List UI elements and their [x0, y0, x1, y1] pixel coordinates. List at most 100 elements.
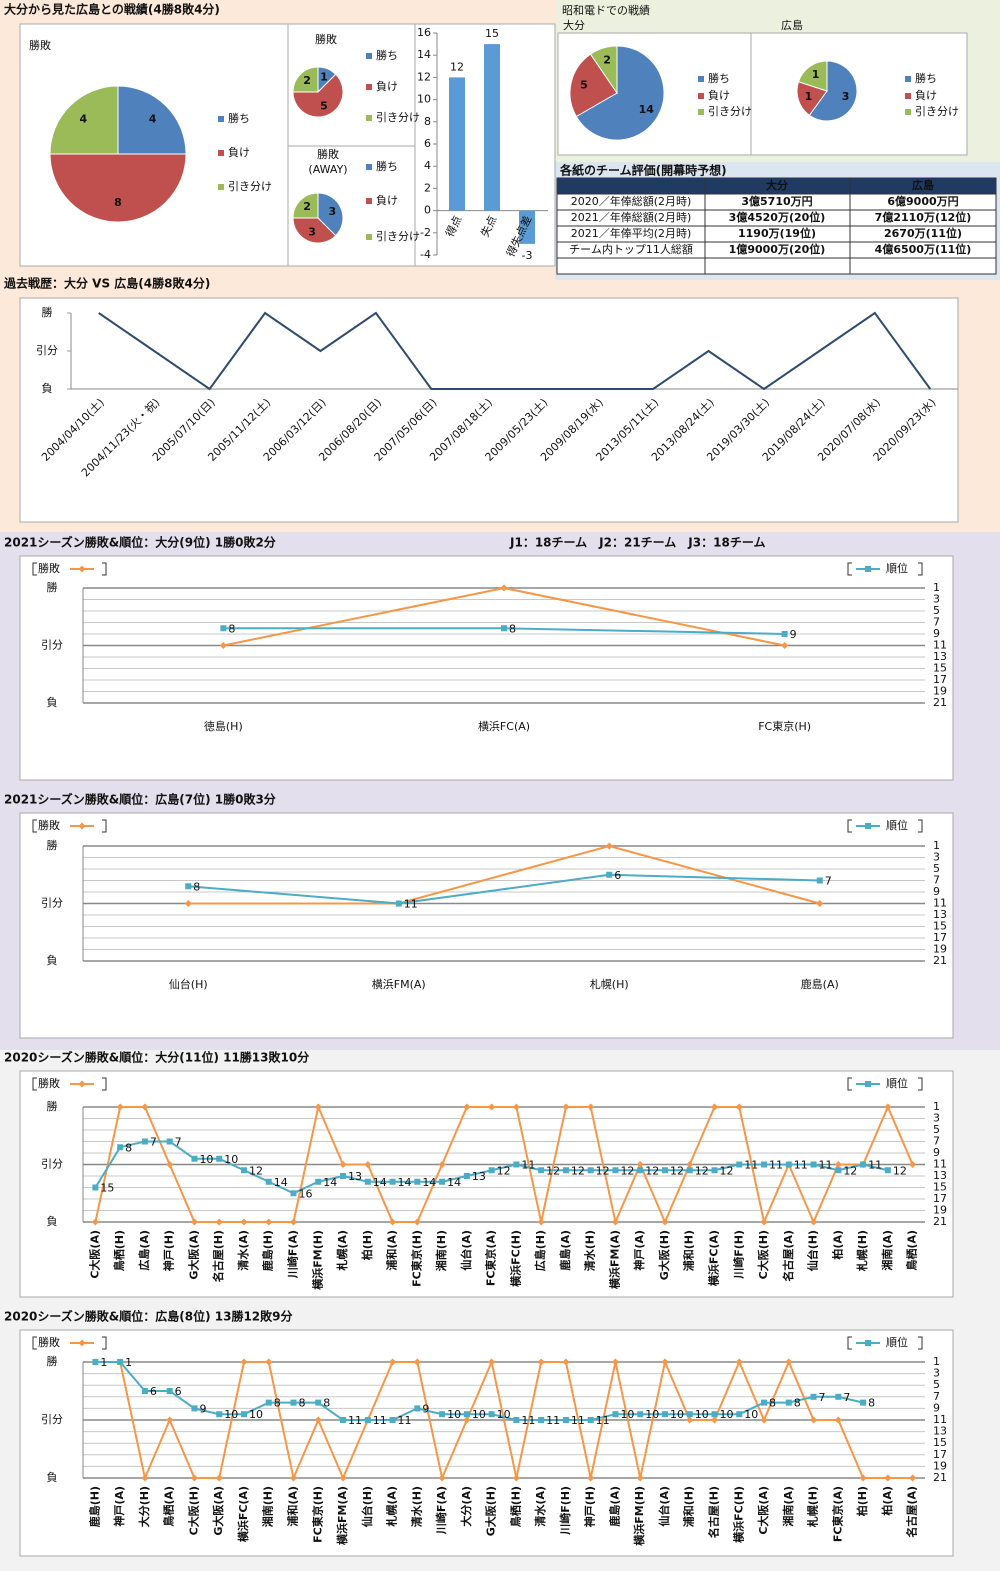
y2-tick-label: 11 [933, 897, 947, 910]
y2-tick-label: 15 [933, 1181, 947, 1194]
marker [865, 1081, 871, 1087]
legend-bracket [32, 1336, 37, 1350]
pie-slice [292, 192, 319, 219]
data-label: 1 [125, 1356, 132, 1369]
y2-tick-label: 19 [933, 1459, 947, 1472]
marker [78, 1080, 86, 1088]
data-label: 11 [521, 1159, 535, 1172]
marker [735, 1103, 743, 1111]
y-tick-label: 引分 [41, 638, 63, 652]
x-tick-label: 鹿島(H) [261, 1230, 275, 1271]
legend-bracket [102, 1336, 107, 1350]
x-tick-label: 横浜FM(H) [310, 1230, 324, 1290]
x-tick-label: 清水(H) [409, 1486, 423, 1527]
table-header: 広島 [912, 178, 934, 192]
data-label: 13 [472, 1170, 486, 1183]
data-label: 6 [175, 1385, 182, 1398]
x-tick-label: 仙台(H) [169, 977, 208, 991]
y2-tick-label: 21 [933, 696, 947, 709]
marker [562, 1103, 570, 1111]
legend-bracket [918, 562, 923, 576]
marker [686, 1416, 694, 1424]
legend-swatch [218, 184, 224, 190]
x-tick-label: G大阪(H) [657, 1230, 671, 1280]
data-label: 8 [769, 1397, 776, 1410]
marker [611, 1358, 619, 1366]
slice-label: 1 [805, 90, 813, 103]
marker [636, 1474, 644, 1482]
data-label: 12 [720, 1164, 734, 1177]
data-label: 14 [422, 1176, 436, 1189]
legend-label: 勝敗 [38, 561, 60, 575]
legend-swatch [366, 115, 372, 121]
x-tick-label: 川崎F(H) [558, 1486, 572, 1536]
x-tick-label: 浦和(H) [682, 1230, 696, 1271]
marker [141, 1474, 149, 1482]
marker [761, 1399, 768, 1406]
marker [865, 823, 871, 829]
legend-swatch [218, 150, 224, 156]
data-label: 6 [150, 1385, 157, 1398]
marker [463, 1173, 470, 1179]
y2-tick-label: 7 [933, 874, 940, 887]
data-label: 9 [790, 628, 797, 641]
y-tick-label: 負 [47, 1215, 58, 1228]
legend-bracket [918, 819, 923, 833]
y-tick-label: 2 [424, 181, 431, 194]
table-cell: 4億6500万(11位) [875, 242, 972, 256]
y2-tick-label: 17 [933, 931, 947, 944]
marker [562, 1417, 569, 1423]
data-label: 15 [100, 1182, 114, 1195]
legend-bracket [32, 1077, 37, 1091]
pie-slice [292, 217, 337, 244]
x-tick-label: 鹿島(H) [87, 1486, 101, 1527]
chart-box [19, 812, 954, 1039]
bar [484, 44, 500, 211]
chart-title: 2021シーズン勝敗&順位：広島(7位) 1勝0敗3分 [4, 792, 276, 807]
y2-tick-label: 15 [933, 662, 947, 675]
pie-slice [589, 45, 618, 95]
data-label: 12 [546, 1164, 560, 1177]
marker [537, 1218, 545, 1226]
y-tick-label: 負 [47, 1471, 58, 1484]
marker [364, 1417, 371, 1423]
y2-tick-label: 3 [933, 1367, 940, 1380]
data-label: 7 [825, 875, 832, 888]
slice-label: 2 [603, 54, 611, 67]
marker [606, 871, 613, 878]
y2-tick-label: 15 [933, 1436, 947, 1449]
y2-tick-label: 13 [933, 650, 947, 663]
marker [191, 1405, 198, 1412]
data-label: 10 [224, 1408, 238, 1421]
legend-label: 負け [228, 146, 250, 159]
x-tick-label: 鳥栖(A) [905, 1230, 919, 1271]
legend-label: 順位 [886, 1076, 908, 1090]
marker [686, 1167, 693, 1174]
marker [265, 1399, 272, 1406]
marker [92, 1184, 99, 1191]
data-label: 12 [893, 1164, 907, 1177]
pie-slice [317, 192, 344, 237]
marker [339, 1161, 347, 1168]
table-cell: 1億9000万(20位) [729, 242, 826, 256]
marker [488, 1411, 495, 1418]
legend-label: 負け [376, 194, 398, 207]
x-tick-label: 柏(A) [830, 1230, 844, 1260]
x-tick-label: 鹿島(A) [558, 1230, 572, 1271]
slice-label: 5 [320, 99, 328, 112]
marker [240, 1167, 247, 1174]
marker [389, 1358, 397, 1366]
data-label: 8 [794, 1397, 801, 1410]
y2-tick-label: 3 [933, 1112, 940, 1125]
series-line [95, 1361, 864, 1421]
legend-bracket [847, 1336, 852, 1350]
marker [884, 1103, 892, 1111]
data-label: 12 [571, 1164, 585, 1177]
marker [339, 1474, 347, 1482]
marker [587, 1474, 595, 1482]
marker [501, 625, 507, 632]
marker [438, 1474, 446, 1482]
marker [184, 900, 192, 907]
slice-label: 3 [842, 90, 850, 103]
marker [166, 1161, 174, 1168]
